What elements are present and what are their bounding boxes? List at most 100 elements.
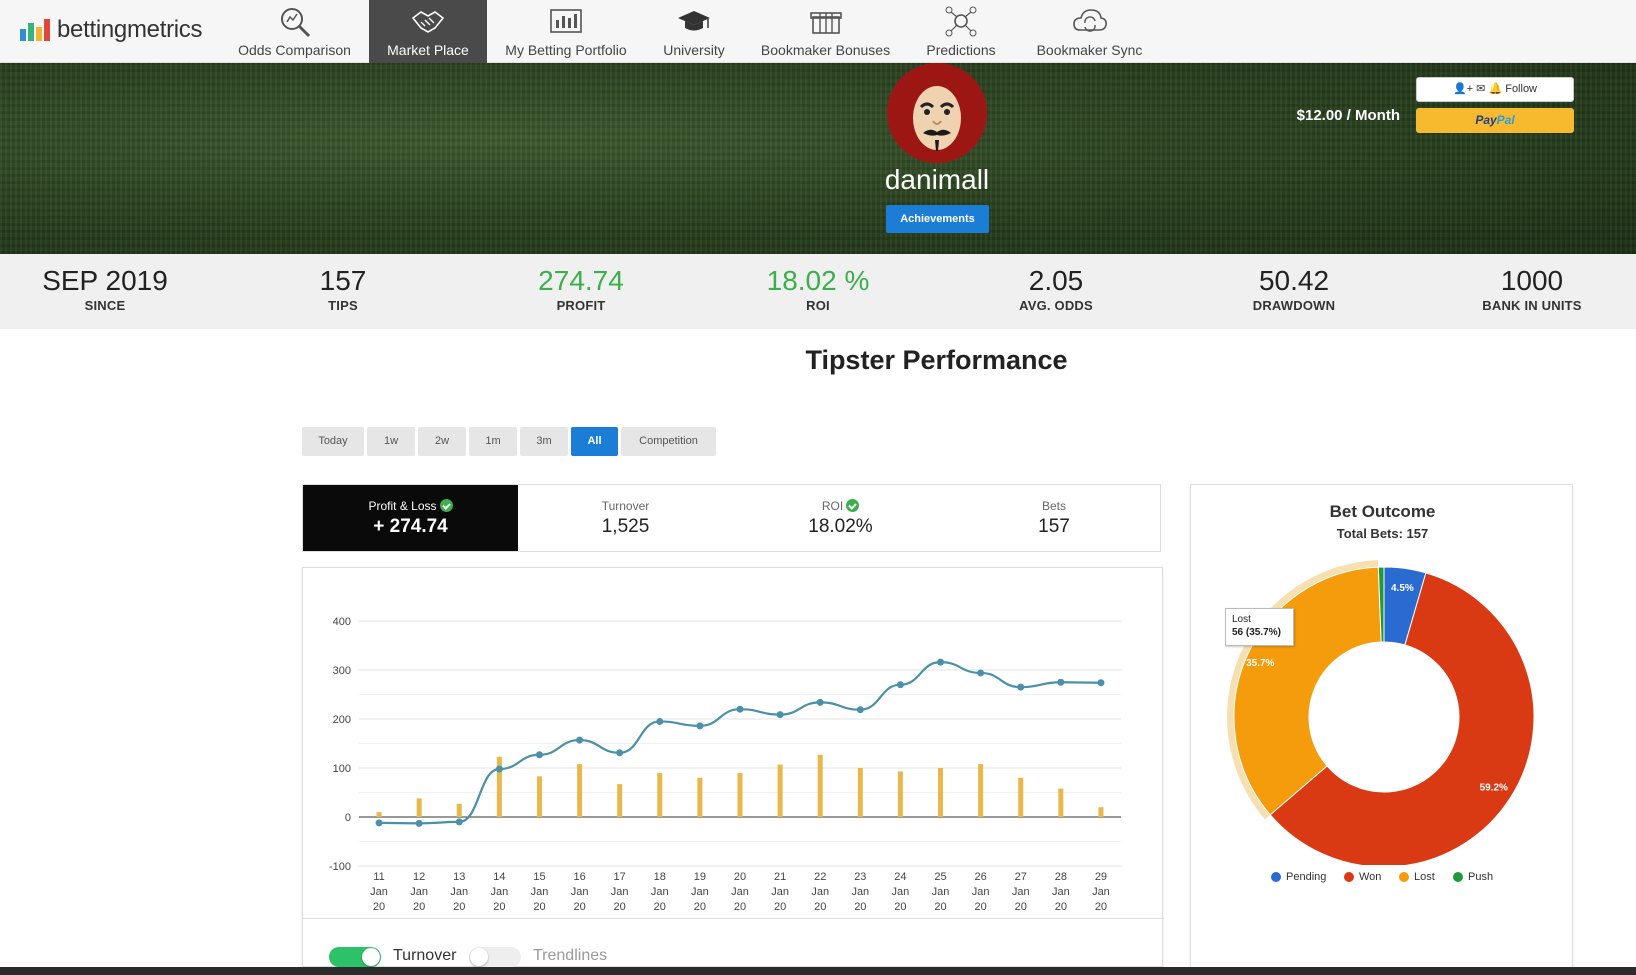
x-tick-label: 20 bbox=[734, 901, 746, 913]
avatar[interactable] bbox=[887, 63, 987, 163]
legend-push[interactable]: Push bbox=[1453, 871, 1493, 883]
add-user-icon: 👤+ bbox=[1452, 83, 1474, 95]
x-tick-label: Jan bbox=[651, 886, 669, 898]
turnover-bar bbox=[737, 772, 743, 817]
legend-won[interactable]: Won bbox=[1344, 871, 1381, 883]
x-tick-label: 23 bbox=[854, 871, 866, 883]
y-tick-label: 200 bbox=[333, 714, 351, 726]
gift-icon bbox=[809, 12, 842, 34]
turnover-bar bbox=[897, 771, 903, 817]
achievements-button[interactable]: Achievements bbox=[886, 205, 989, 233]
tab-profit-loss[interactable]: Profit & Loss + 274.74 bbox=[303, 485, 518, 551]
x-tick-label: 19 bbox=[694, 871, 706, 883]
tab-bets[interactable]: Bets 157 bbox=[948, 485, 1160, 551]
turnover-bar bbox=[416, 798, 422, 817]
x-tick-label: 21 bbox=[774, 871, 786, 883]
profit-loss-point bbox=[1097, 679, 1105, 687]
x-tick-label: Jan bbox=[410, 886, 428, 898]
nav-market-place[interactable]: Market Place bbox=[369, 0, 487, 63]
x-tick-label: 20 bbox=[975, 901, 987, 913]
profit-loss-point bbox=[816, 698, 824, 706]
turnover-bar bbox=[577, 764, 583, 817]
follow-button[interactable]: 👤+ ✉ 🔔 Follow bbox=[1416, 77, 1574, 102]
turnover-bar bbox=[1018, 777, 1024, 817]
roi-value: 18.02% bbox=[808, 516, 873, 537]
paypal-button[interactable]: PayPal bbox=[1416, 108, 1574, 133]
nav-bookmaker-sync[interactable]: Bookmaker Sync bbox=[1031, 0, 1148, 63]
x-tick-label: Jan bbox=[1092, 886, 1110, 898]
nav-bookmaker-bonuses[interactable]: Bookmaker Bonuses bbox=[757, 0, 894, 63]
nav-my-betting-portfolio[interactable]: My Betting Portfolio bbox=[499, 0, 633, 63]
turnover-toggle[interactable] bbox=[329, 947, 381, 967]
x-tick-label: 20 bbox=[654, 901, 666, 913]
profit-loss-point bbox=[736, 705, 744, 713]
x-tick-label: 16 bbox=[573, 871, 585, 883]
filter-competition[interactable]: Competition bbox=[621, 427, 716, 456]
profit-loss-point bbox=[896, 681, 904, 689]
brand-logo[interactable]: bettingmetrics bbox=[20, 14, 203, 46]
nav-odds-comparison[interactable]: Odds Comparison bbox=[228, 0, 361, 63]
turnover-bar bbox=[938, 768, 944, 817]
profit-loss-point bbox=[937, 658, 945, 666]
y-tick-label: -100 bbox=[329, 861, 351, 873]
bets-value: 157 bbox=[1038, 516, 1070, 537]
profit-loss-point bbox=[856, 706, 864, 714]
turnover-bar bbox=[657, 772, 663, 817]
x-tick-label: 27 bbox=[1015, 871, 1027, 883]
check-circle-icon bbox=[439, 499, 453, 512]
filter-all[interactable]: All bbox=[571, 427, 618, 456]
stat-avg-odds: 2.05 AVG. ODDS bbox=[1019, 265, 1093, 314]
tab-turnover[interactable]: Turnover 1,525 bbox=[518, 485, 733, 551]
x-tick-label: 20 bbox=[814, 901, 826, 913]
x-tick-label: Jan bbox=[450, 886, 468, 898]
profit-loss-point bbox=[455, 818, 463, 826]
trendlines-toggle[interactable] bbox=[469, 947, 521, 967]
x-tick-label: 26 bbox=[975, 871, 987, 883]
nav-university[interactable]: University bbox=[652, 0, 736, 63]
x-tick-label: 17 bbox=[614, 871, 626, 883]
x-tick-label: Jan bbox=[1052, 886, 1070, 898]
x-tick-label: 20 bbox=[453, 901, 465, 913]
profit-loss-point bbox=[1057, 678, 1065, 686]
donut-slice-won bbox=[1269, 572, 1535, 865]
donut-subtitle: Total Bets: 157 bbox=[1336, 526, 1429, 541]
profit-loss-value: + 274.74 bbox=[373, 516, 448, 537]
section-title: Tipster Performance bbox=[805, 345, 1068, 375]
x-tick-label: 14 bbox=[493, 871, 505, 883]
masked-face-avatar-icon bbox=[887, 63, 987, 163]
filter-2w[interactable]: 2w bbox=[418, 427, 466, 456]
filter-1w[interactable]: 1w bbox=[367, 427, 415, 456]
legend-pending[interactable]: Pending bbox=[1271, 871, 1326, 883]
x-tick-label: Jan bbox=[571, 886, 589, 898]
x-tick-label: 20 bbox=[934, 901, 946, 913]
x-tick-label: Jan bbox=[611, 886, 629, 898]
stat-bank-in-units: 1000 BANK IN UNITS bbox=[1482, 265, 1582, 314]
x-tick-label: 24 bbox=[894, 871, 906, 883]
tab-roi[interactable]: ROI 18.02% bbox=[733, 485, 948, 551]
y-tick-label: 400 bbox=[333, 616, 351, 628]
filter-3m[interactable]: 3m bbox=[520, 427, 568, 456]
profit-loss-point bbox=[616, 749, 624, 757]
x-tick-label: 20 bbox=[573, 901, 585, 913]
profit-loss-point bbox=[535, 751, 543, 759]
donut-title: Bet Outcome bbox=[1329, 502, 1436, 521]
legend-lost[interactable]: Lost bbox=[1399, 871, 1435, 883]
x-tick-label: Jan bbox=[932, 886, 950, 898]
x-tick-label: 20 bbox=[1055, 901, 1067, 913]
performance-chart: 400 300 200 100 0 -100 11 Jan 20 12 Jan 20 13 Jan 20 14… bbox=[329, 616, 1121, 913]
mail-icon: ✉ bbox=[1476, 83, 1486, 95]
x-tick-label: 29 bbox=[1095, 871, 1107, 883]
x-tick-label: Jan bbox=[691, 886, 709, 898]
nav-predictions[interactable]: Predictions bbox=[921, 0, 1001, 63]
turnover-bar bbox=[376, 812, 382, 817]
filter-1m[interactable]: 1m bbox=[469, 427, 517, 456]
paypal-logo-part1: Pay bbox=[1475, 113, 1497, 127]
bet-outcome-donut: 4.5% 59.2% 35.7% bbox=[1227, 560, 1535, 865]
turnover-bar bbox=[1098, 807, 1104, 817]
profit-loss-point bbox=[696, 722, 704, 730]
profit-loss-point bbox=[375, 819, 383, 827]
follow-label: Follow bbox=[1505, 83, 1538, 95]
x-tick-label: Jan bbox=[531, 886, 549, 898]
network-icon bbox=[945, 6, 977, 37]
filter-today[interactable]: Today bbox=[302, 427, 364, 456]
